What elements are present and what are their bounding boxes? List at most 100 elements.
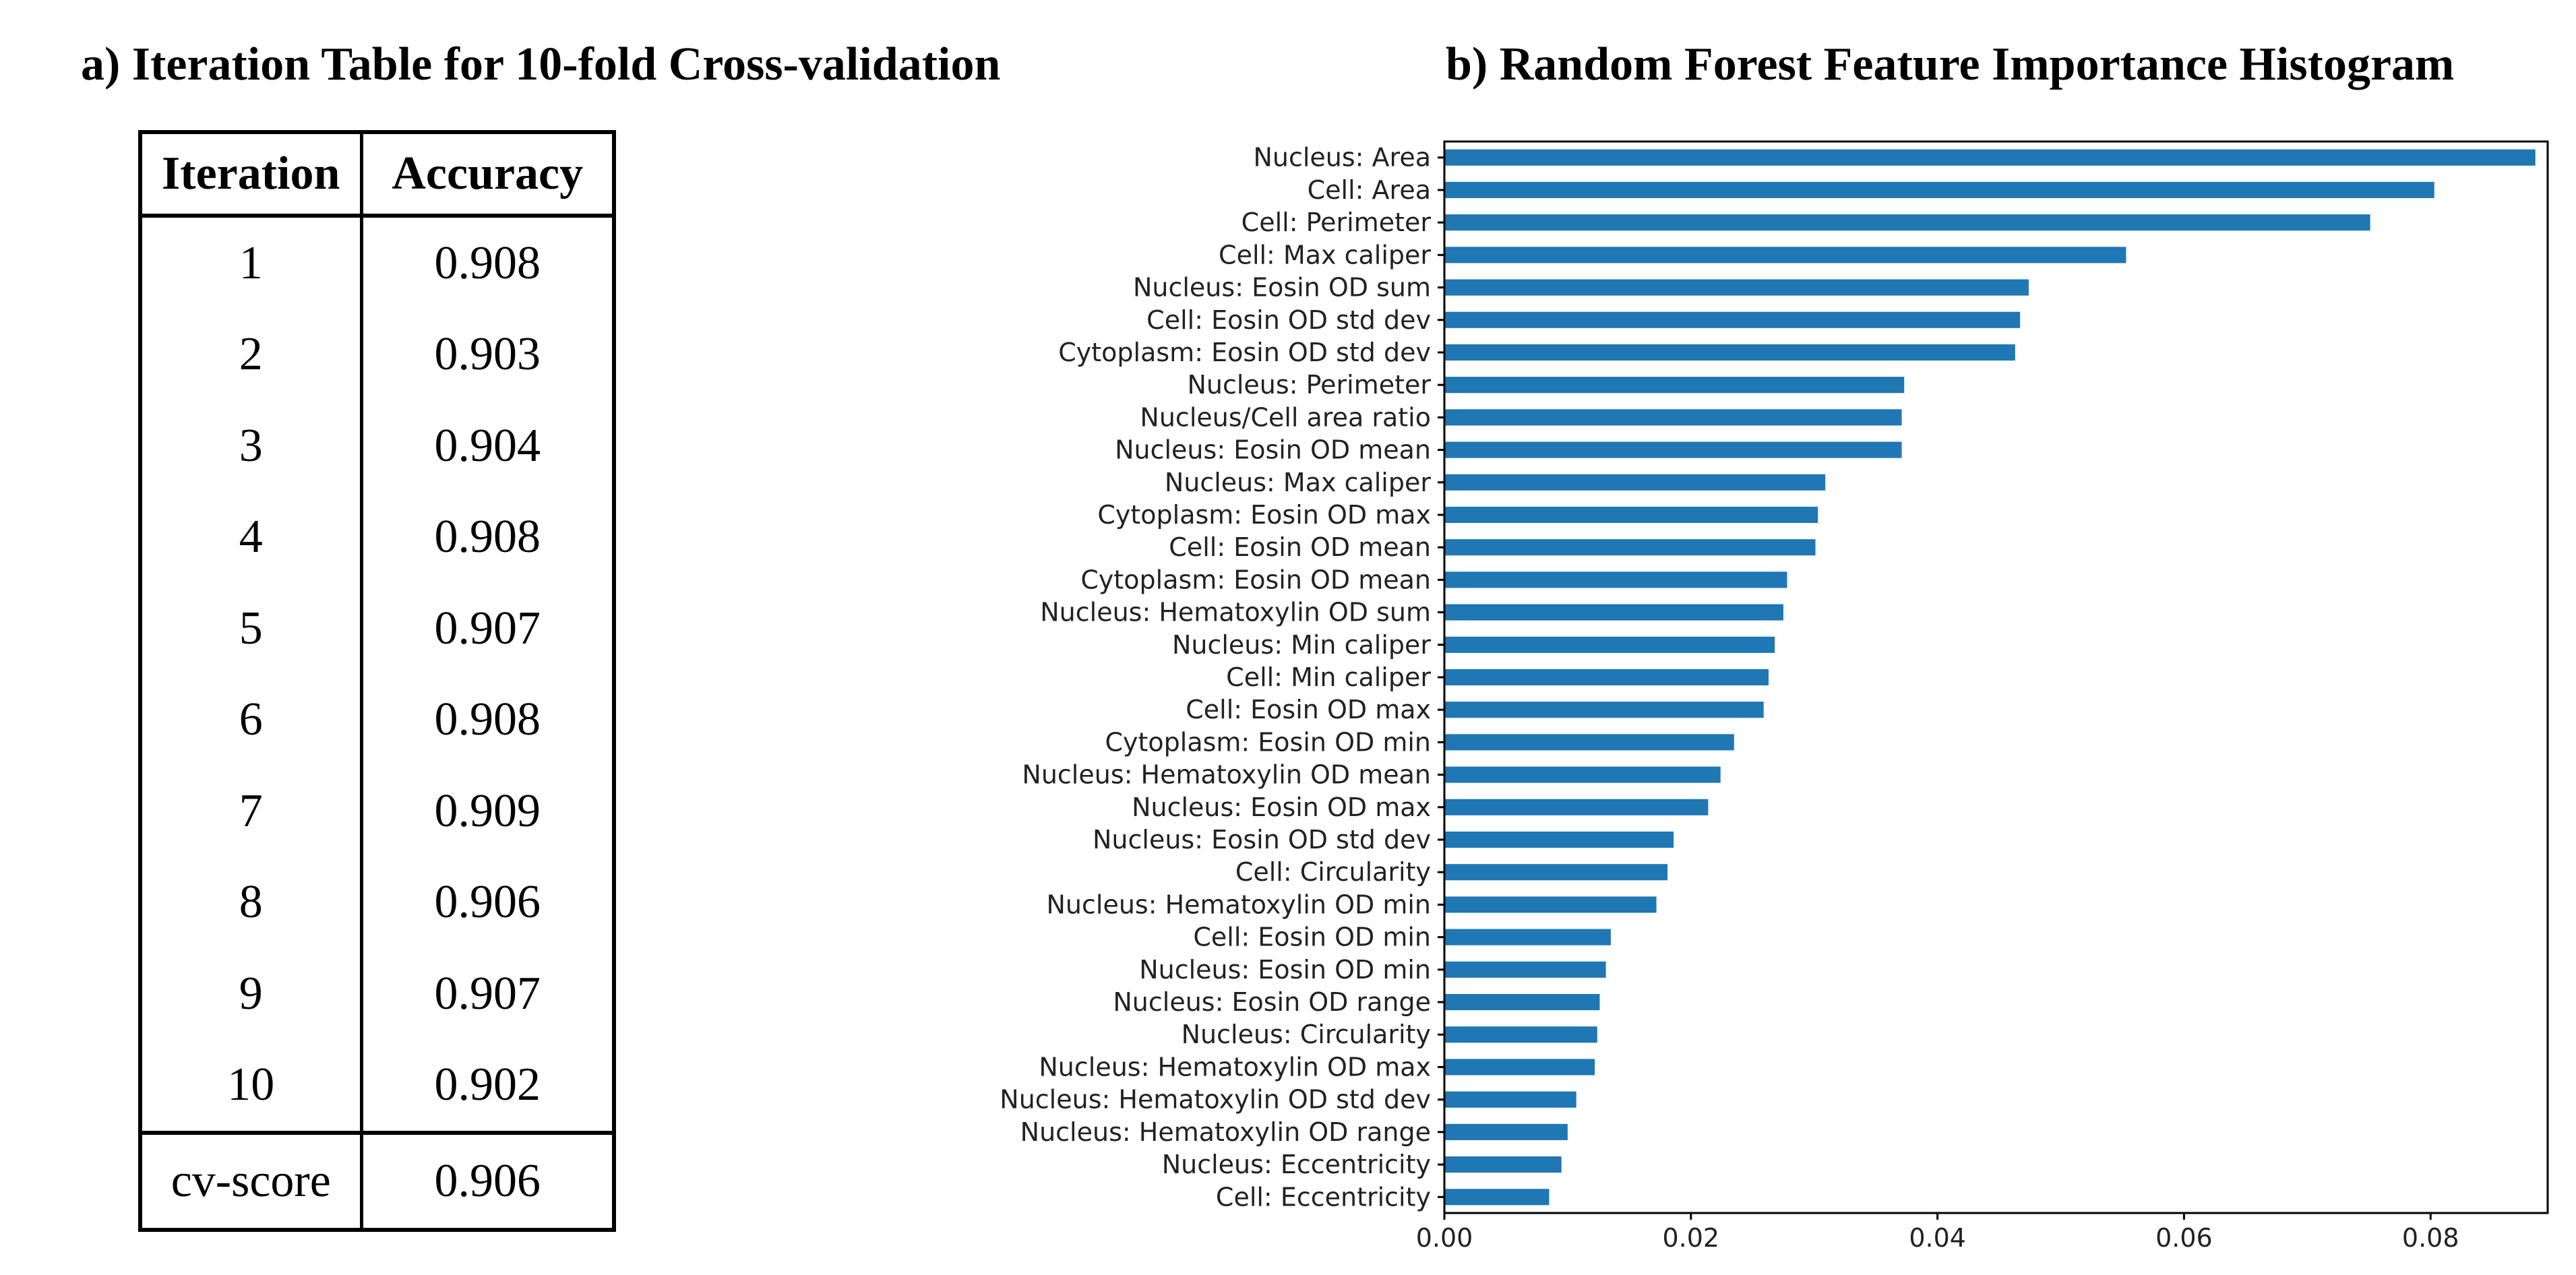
x-axis-ticks: 0.00 0.02 0.04 0.06 0.08 — [1416, 1213, 2459, 1253]
bar — [1444, 929, 1611, 945]
bar — [1444, 311, 2021, 328]
iteration-cell: 7 — [138, 766, 363, 857]
bar — [1444, 702, 1764, 718]
bar — [1444, 441, 1902, 458]
table-header-row: Iteration Accuracy — [138, 132, 616, 218]
y-tick-label: Nucleus: Eosin OD min — [1139, 955, 1431, 985]
accuracy-cell: 0.908 — [359, 216, 616, 309]
bar — [1444, 214, 2370, 231]
accuracy-cell: 0.907 — [359, 948, 616, 1040]
bar — [1444, 1189, 1550, 1206]
y-tick-label: Nucleus: Hematoxylin OD sum — [1040, 598, 1431, 627]
bar — [1444, 539, 1816, 556]
y-tick-label: Cell: Eosin OD std dev — [1146, 305, 1431, 335]
bars-layer — [1444, 149, 2536, 1206]
iteration-cell: 8 — [138, 857, 363, 948]
bar — [1444, 1156, 1562, 1173]
y-tick-label: Nucleus: Eosin OD range — [1113, 987, 1431, 1017]
y-tick-label: Cell: Eosin OD min — [1193, 923, 1431, 952]
y-tick-label: Cell: Eosin OD max — [1186, 695, 1431, 724]
bar — [1444, 766, 1721, 783]
iteration-cell: 1 — [138, 216, 363, 309]
iteration-cell: 6 — [138, 674, 363, 766]
y-tick-label: Nucleus/Cell area ratio — [1140, 402, 1431, 432]
bar — [1444, 799, 1709, 815]
cv-score-value: 0.906 — [359, 1131, 616, 1230]
y-tick-label: Nucleus: Area — [1253, 143, 1431, 173]
y-tick-label: Nucleus: Perimeter — [1187, 370, 1431, 400]
table-row: 4 0.908 — [138, 491, 616, 583]
y-tick-label: Nucleus: Eosin OD mean — [1115, 435, 1431, 465]
bar — [1444, 636, 1775, 653]
accuracy-cell: 0.907 — [359, 583, 616, 675]
y-tick-label: Cytoplasm: Eosin OD max — [1097, 500, 1431, 530]
iteration-cell: 4 — [138, 491, 363, 583]
cv-score-row: cv-score 0.906 — [138, 1131, 616, 1230]
y-tick-label: Nucleus: Eccentricity — [1162, 1150, 1431, 1179]
iteration-cell: 2 — [138, 309, 363, 400]
bar — [1444, 344, 2015, 361]
bar — [1444, 668, 1769, 686]
accuracy-cell: 0.903 — [359, 309, 616, 400]
bar — [1444, 961, 1606, 978]
iteration-cell: 3 — [138, 400, 363, 492]
y-tick-label: Nucleus: Max caliper — [1165, 468, 1432, 497]
accuracy-cell: 0.902 — [359, 1039, 616, 1133]
y-tick-label: Cytoplasm: Eosin OD std dev — [1058, 338, 1431, 367]
y-tick-label: Cell: Max caliper — [1219, 240, 1431, 270]
bar — [1444, 247, 2126, 263]
x-tick-label: 0.06 — [2155, 1223, 2213, 1253]
y-tick-label: Nucleus: Eosin OD sum — [1133, 273, 1431, 303]
table-row: 2 0.903 — [138, 309, 616, 400]
bar — [1444, 831, 1674, 848]
column-header-iteration: Iteration — [138, 132, 363, 218]
table-row: 9 0.907 — [138, 948, 616, 1040]
cv-score-label: cv-score — [138, 1131, 363, 1230]
bar — [1444, 474, 1826, 491]
cv-iteration-table: Iteration Accuracy 1 0.908 2 0.903 3 0.904 … — [138, 130, 616, 1232]
x-tick-label: 0.04 — [1909, 1223, 1966, 1253]
bar — [1444, 409, 1902, 426]
x-tick-label: 0.00 — [1416, 1223, 1473, 1253]
table-row: 8 0.906 — [138, 857, 616, 948]
y-tick-label: Nucleus: Eosin OD max — [1132, 792, 1431, 822]
plot-frame — [1443, 140, 2549, 1214]
table-row: 1 0.908 — [138, 216, 616, 309]
column-header-accuracy: Accuracy — [359, 132, 616, 218]
accuracy-cell: 0.909 — [359, 766, 616, 857]
bar — [1444, 181, 2434, 198]
table-title: a) Iteration Table for 10-fold Cross-val… — [81, 38, 1001, 90]
y-tick-label: Cell: Eosin OD mean — [1169, 532, 1431, 562]
iteration-cell: 10 — [138, 1039, 363, 1133]
bar — [1444, 896, 1657, 913]
iteration-cell: 9 — [138, 948, 363, 1040]
bar — [1444, 864, 1668, 881]
chart-title: b) Random Forest Feature Importance Hist… — [1446, 38, 2455, 90]
bar — [1444, 1091, 1576, 1108]
y-tick-label: Nucleus: Hematoxylin OD range — [1020, 1117, 1431, 1147]
x-tick-label: 0.02 — [1663, 1223, 1720, 1253]
y-tick-label: Nucleus: Circularity — [1182, 1020, 1431, 1049]
iteration-cell: 5 — [138, 583, 363, 675]
bar — [1444, 279, 2029, 296]
bar — [1444, 1026, 1597, 1043]
table-row: 10 0.902 — [138, 1039, 616, 1133]
bar — [1444, 149, 2536, 166]
bar — [1444, 377, 1905, 394]
bar — [1444, 1059, 1595, 1076]
table-row: 6 0.908 — [138, 674, 616, 766]
x-tick-label: 0.08 — [2402, 1223, 2459, 1253]
bar — [1444, 506, 1818, 524]
y-tick-label: Cell: Circularity — [1235, 857, 1431, 887]
y-tick-label: Nucleus: Hematoxylin OD max — [1039, 1052, 1431, 1082]
accuracy-cell: 0.908 — [359, 491, 616, 583]
bar — [1444, 734, 1734, 751]
accuracy-cell: 0.908 — [359, 674, 616, 766]
accuracy-cell: 0.906 — [359, 857, 616, 948]
table-row: 3 0.904 — [138, 400, 616, 492]
y-tick-label: Nucleus: Min caliper — [1172, 630, 1431, 660]
y-tick-label: Cell: Eccentricity — [1216, 1182, 1431, 1212]
y-tick-label: Cytoplasm: Eosin OD mean — [1080, 565, 1431, 594]
